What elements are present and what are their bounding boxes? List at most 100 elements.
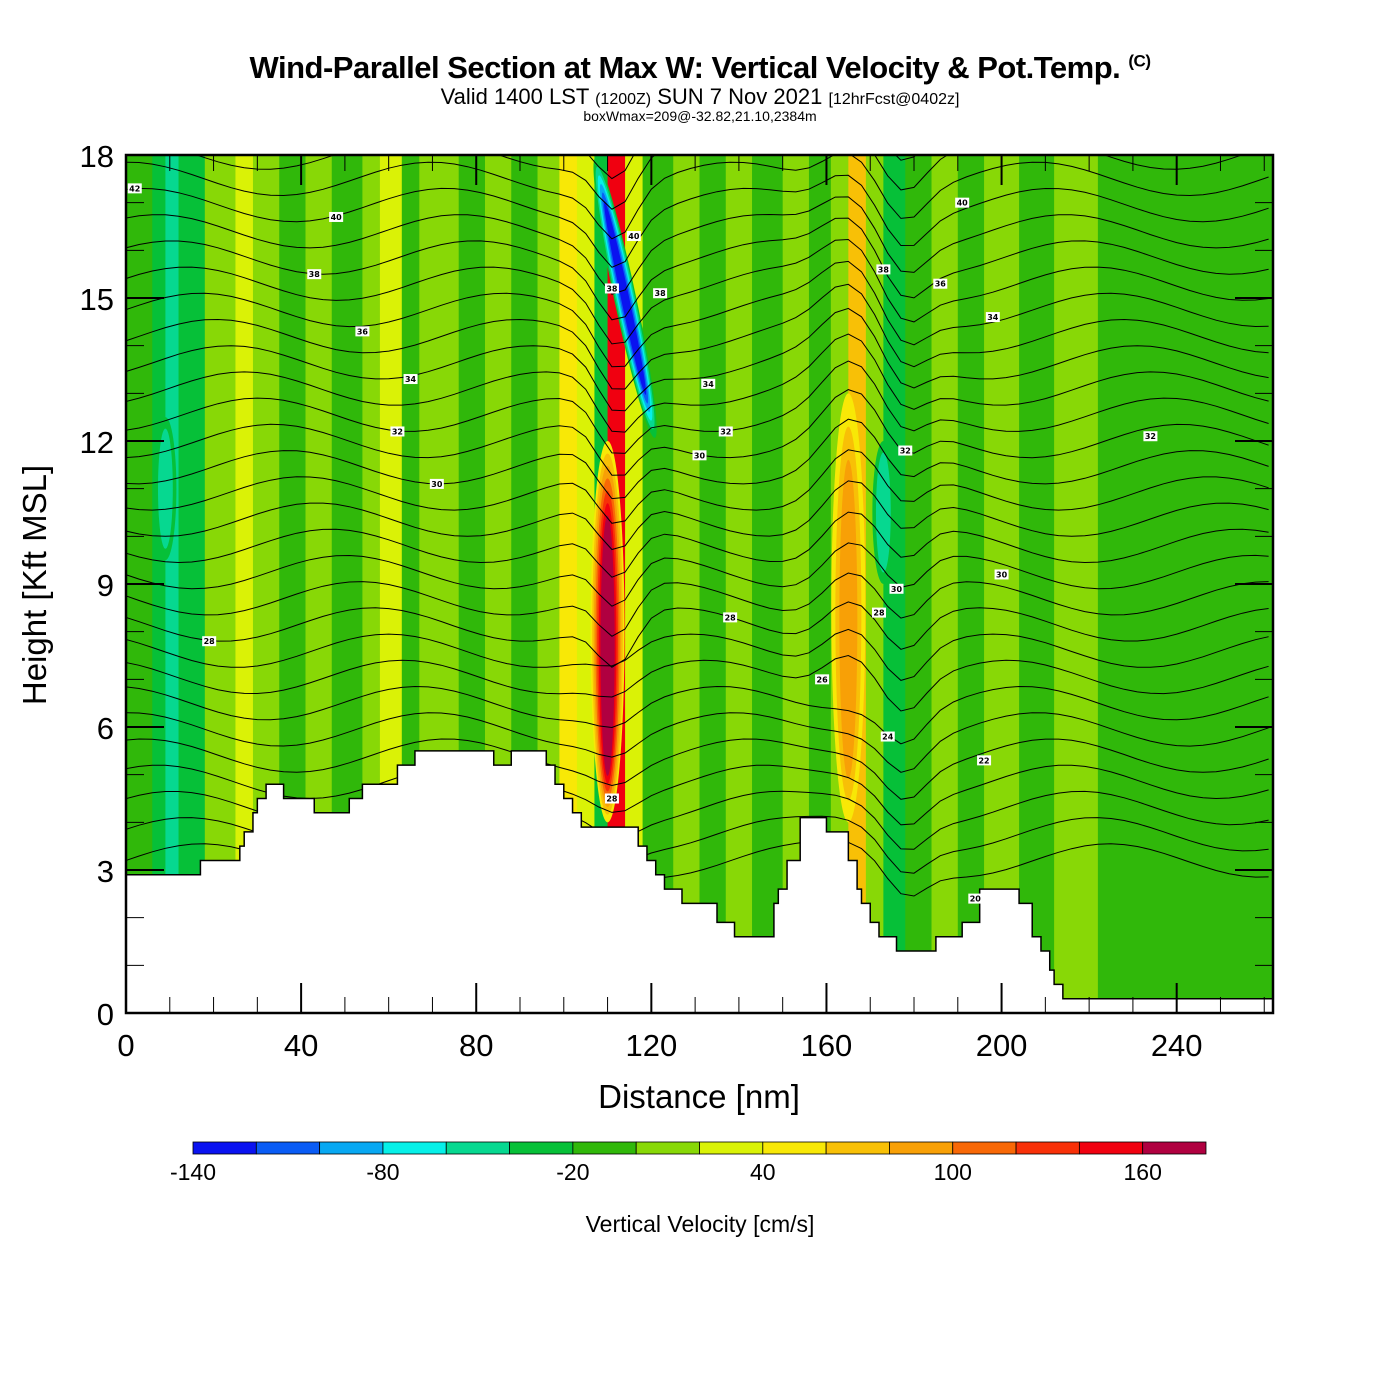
velocity-band [699,155,727,1013]
contour-label-box [718,426,733,437]
velocity-band [752,155,784,1013]
theta-contour-line [126,418,1269,500]
theta-contour-line [126,511,1269,578]
contour-label-box [692,450,707,461]
contour-label-box [604,283,619,294]
contour-label: 34 [703,380,715,389]
x-axis-label: Distance [nm] [598,1078,800,1115]
colorbar-swatch [825,1141,890,1155]
colorbar-swatch [382,1141,447,1155]
colorbar-swatch [572,1141,637,1155]
velocity-band [235,155,254,1013]
velocity-band [1019,155,1055,1013]
valid-time: Valid 1400 LST (1200Z) SUN 7 Nov 2021 [1… [0,86,1400,111]
contour-label-box [723,612,738,623]
x-tick-label: 120 [625,1028,677,1063]
contour-label: 24 [882,733,894,742]
theta-contour-line [126,572,1269,637]
contour-label-box [977,755,992,766]
theta-contour-line [195,155,1244,210]
theta-contour-line [126,260,1269,368]
velocity-band [808,155,832,1013]
y-tick-label: 12 [80,425,114,460]
contour-label: 32 [720,427,731,436]
x-tick-label: 240 [1151,1028,1203,1063]
contour-label-box [390,426,405,437]
colorbar-swatch [1078,1141,1144,1155]
theta-contour-line [126,601,1269,668]
box-info: boxWmax=209@-32.82,21.10,2384m [583,108,817,124]
contour-label: 40 [628,232,640,241]
valid-prefix: Valid 1400 LST [440,84,589,109]
colorbar-label: Vertical Velocity [cm/s] [586,1211,815,1237]
velocity-band [725,155,753,1013]
contour-label-box [889,583,904,594]
contour-label: 36 [935,280,947,289]
y-tick-label: 3 [97,854,114,889]
contour-label: 40 [957,199,969,208]
theta-contour-line [126,628,1269,681]
updraft-core [602,528,614,769]
contour-label: 32 [1145,432,1156,441]
contour-label-box [955,197,970,208]
contour-label: 26 [817,675,829,684]
contour-label: 40 [331,213,343,222]
theta-contour-line [126,79,1269,148]
contour-label: 38 [655,289,667,298]
theta-contour-line [126,174,1269,268]
contour-label-box [653,288,668,299]
contour-label: 20 [970,895,982,904]
theta-contour-line [126,764,1269,826]
colorbar-swatch [319,1141,384,1155]
contour-label-box [429,478,444,489]
theta-contour-line [126,449,1269,524]
y-axis-label: Height [Kft MSL] [16,465,53,705]
theta-contour-line [126,283,1269,390]
colorbar-swatch [762,1141,827,1155]
y-tick-label: 9 [97,568,114,603]
contour-labels: 42 40 38 36 34 32 30 40 38 38 34 32 30 38 36 34 40 32 32 30… [127,183,1158,904]
y-tick-labels: 0 3 6 9 12 15 18 [80,139,114,1032]
theta-contour-line [126,480,1269,551]
contour-label: 38 [878,265,890,274]
axis-ticks [125,154,1273,1014]
y-tick-label: 6 [97,711,114,746]
colorbar-tick-label: -140 [170,1159,216,1185]
contour-label-box [815,674,830,685]
contour-label: 38 [606,284,618,293]
downdraft-core [875,452,891,573]
velocity-band [576,155,595,1013]
contour-label-box [880,731,895,742]
contour-label: 34 [987,313,999,322]
colorbar-swatch [1142,1141,1207,1155]
colorbar-tick-labels: -140 -80 -20 40 100 160 [170,1159,1162,1185]
colorbar-tick-label: -80 [366,1159,399,1185]
contour-label-box [994,569,1009,580]
theta-contour-line [126,738,1269,800]
x-tick-labels: 0 40 80 120 160 200 240 [117,1028,1202,1063]
contour-label-box [307,269,322,280]
contour-label: 36 [357,327,369,336]
contour-label: 28 [725,613,737,622]
contour-label-box [626,231,641,242]
x-tick-label: 160 [801,1028,853,1063]
downdraft-core [604,201,647,395]
contour-label: 42 [129,184,140,193]
contour-label: 28 [606,795,618,804]
colorbar [192,1141,1207,1155]
colorbar-swatch [699,1141,764,1155]
contour-label-box [985,312,1000,323]
contour-label-box [604,793,619,804]
theta-contour-line [126,654,1269,712]
velocity-band [1054,155,1099,1013]
x-tick-label: 80 [459,1028,493,1063]
updraft-core [839,459,858,779]
copyright-mark: (C) [1128,51,1151,71]
title-main: Wind-Parallel Section at Max W: Vertical… [249,50,1121,85]
contour-label-box [202,636,217,647]
contour-label-box [701,378,716,389]
velocity-band [165,155,180,1013]
forecast-info: [12hrFcst@0402z] [828,91,960,108]
theta-contours [126,79,1269,897]
colorbar-swatch [1015,1141,1080,1155]
